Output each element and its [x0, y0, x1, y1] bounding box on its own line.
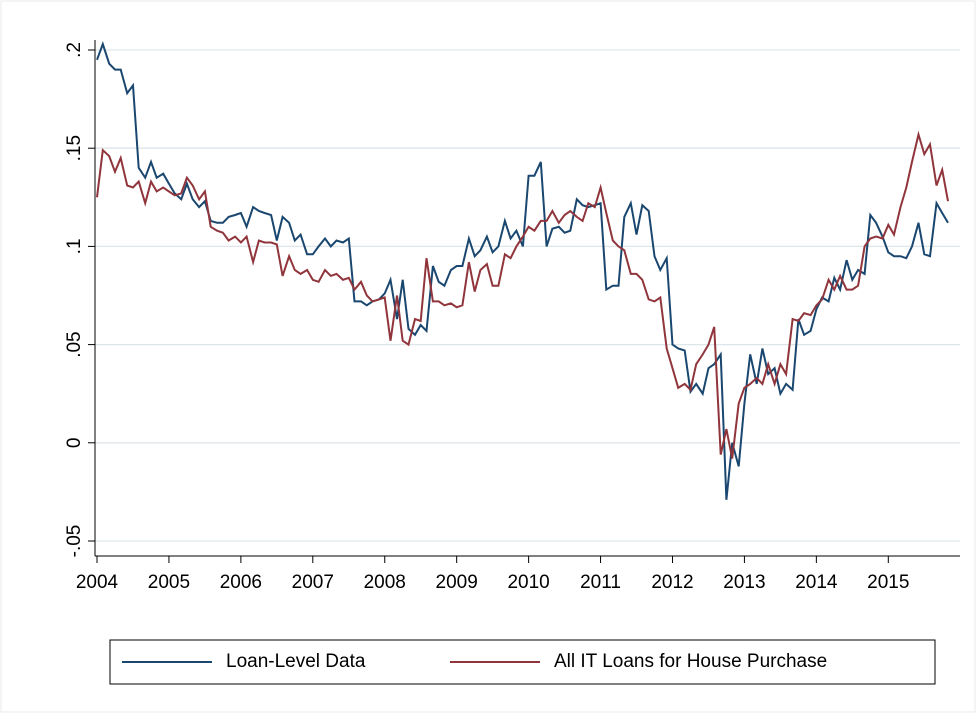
y-tick-label: .2 — [64, 42, 85, 58]
x-tick-label: 2004 — [76, 572, 119, 593]
series-line — [96, 130, 949, 459]
x-tick-label: 2009 — [436, 572, 478, 593]
x-tick-label: 2006 — [220, 572, 262, 593]
y-tick-label: .1 — [64, 238, 85, 254]
x-tick-label: 2005 — [148, 572, 190, 593]
x-tick-label: 2011 — [580, 572, 621, 593]
series-line — [96, 41, 949, 500]
x-tick-label: 2010 — [507, 572, 549, 593]
x-tick-label: 2015 — [867, 572, 909, 593]
x-tick-label: 2013 — [723, 572, 765, 593]
y-tick-label: -.05 — [64, 525, 85, 558]
x-tick-label: 2012 — [651, 572, 693, 593]
y-tick-label: .05 — [64, 331, 85, 357]
x-tick-label: 2008 — [364, 572, 406, 593]
y-tick-label: 0 — [64, 438, 85, 449]
x-tick-label: 2014 — [795, 572, 838, 593]
x-tick-label: 2007 — [292, 572, 334, 593]
legend-label: Loan-Level Data — [226, 651, 366, 672]
y-tick-label: .15 — [64, 135, 85, 161]
legend-label: All IT Loans for House Purchase — [554, 651, 827, 672]
